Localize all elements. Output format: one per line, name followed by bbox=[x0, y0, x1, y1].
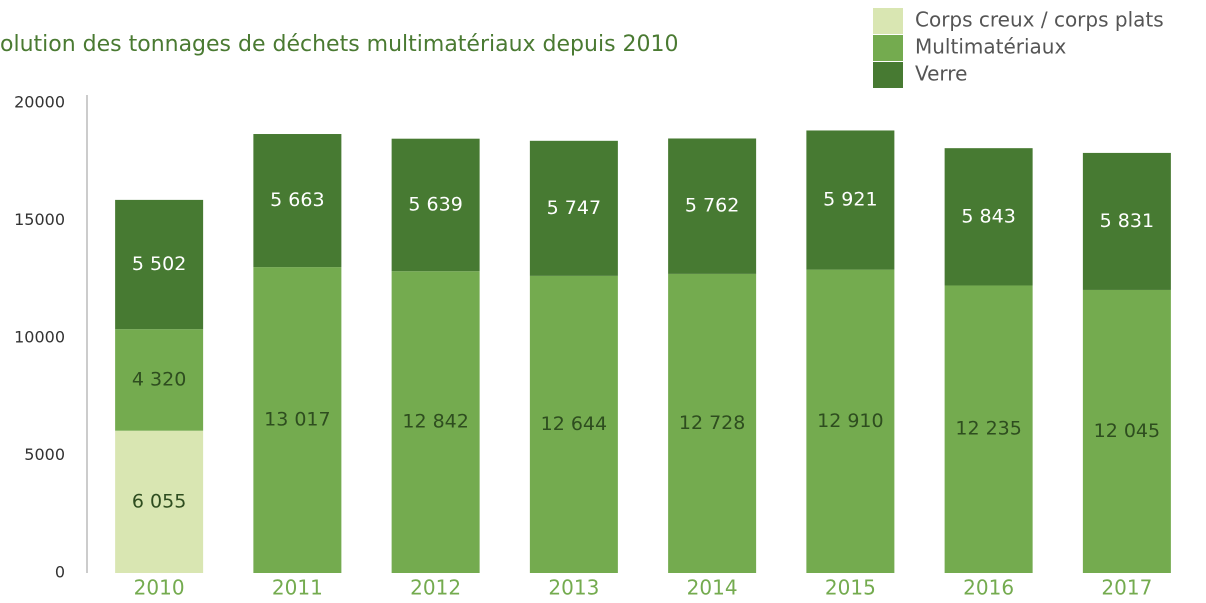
y-tick-label: 20000 bbox=[14, 93, 65, 112]
bar-segment bbox=[806, 269, 895, 573]
legend-swatch bbox=[873, 62, 903, 88]
bar-segment bbox=[668, 273, 757, 573]
bar-segment bbox=[1082, 152, 1171, 290]
data-label: 12 728 bbox=[679, 412, 745, 434]
bar-segment bbox=[529, 275, 618, 573]
data-label: 5 639 bbox=[408, 193, 462, 215]
data-label: 12 235 bbox=[955, 418, 1021, 440]
data-label: 5 747 bbox=[547, 197, 601, 219]
legend-swatch bbox=[873, 35, 903, 61]
data-label: 12 910 bbox=[817, 410, 883, 432]
bar-segment bbox=[944, 285, 1033, 573]
bar-segment bbox=[253, 134, 342, 268]
x-tick-label: 2012 bbox=[410, 576, 461, 600]
bar-segment bbox=[391, 271, 480, 573]
legend-label: Multimatériaux bbox=[915, 35, 1066, 59]
bar-segment bbox=[115, 430, 204, 573]
chart-title: olution des tonnages de déchets multimat… bbox=[0, 32, 679, 57]
bar-segment bbox=[944, 148, 1033, 286]
y-tick-label: 5000 bbox=[24, 445, 65, 464]
legend-label: Verre bbox=[915, 62, 967, 86]
data-label: 5 831 bbox=[1100, 210, 1154, 232]
data-label: 5 663 bbox=[270, 189, 324, 211]
data-label: 5 843 bbox=[961, 205, 1015, 227]
bar-segment bbox=[1082, 289, 1171, 573]
data-label: 5 921 bbox=[823, 189, 877, 211]
data-label: 5 502 bbox=[132, 253, 186, 275]
x-tick-label: 2017 bbox=[1101, 576, 1152, 600]
data-label: 5 762 bbox=[685, 195, 739, 217]
legend-label: Corps creux / corps plats bbox=[915, 8, 1164, 32]
y-tick-label: 0 bbox=[55, 563, 65, 582]
bar-segment bbox=[529, 140, 618, 276]
x-tick-label: 2014 bbox=[687, 576, 738, 600]
x-tick-label: 2015 bbox=[825, 576, 876, 600]
legend-swatch bbox=[873, 8, 903, 34]
x-tick-label: 2011 bbox=[272, 576, 323, 600]
data-label: 6 055 bbox=[132, 490, 186, 512]
x-tick-label: 2013 bbox=[548, 576, 599, 600]
x-tick-label: 2010 bbox=[134, 576, 185, 600]
data-label: 12 045 bbox=[1094, 420, 1160, 442]
bar-segment bbox=[253, 267, 342, 573]
data-label: 12 644 bbox=[541, 413, 607, 435]
bar-segment bbox=[668, 138, 757, 274]
bar-segment bbox=[391, 138, 480, 272]
data-label: 13 017 bbox=[264, 409, 330, 431]
data-label: 12 842 bbox=[402, 411, 468, 433]
bar-segment bbox=[115, 329, 204, 431]
y-tick-label: 15000 bbox=[14, 210, 65, 229]
x-tick-label: 2016 bbox=[963, 576, 1014, 600]
bar-segment bbox=[806, 130, 895, 270]
bar-segment bbox=[115, 199, 204, 330]
y-tick-label: 10000 bbox=[14, 328, 65, 347]
data-label: 4 320 bbox=[132, 368, 186, 390]
